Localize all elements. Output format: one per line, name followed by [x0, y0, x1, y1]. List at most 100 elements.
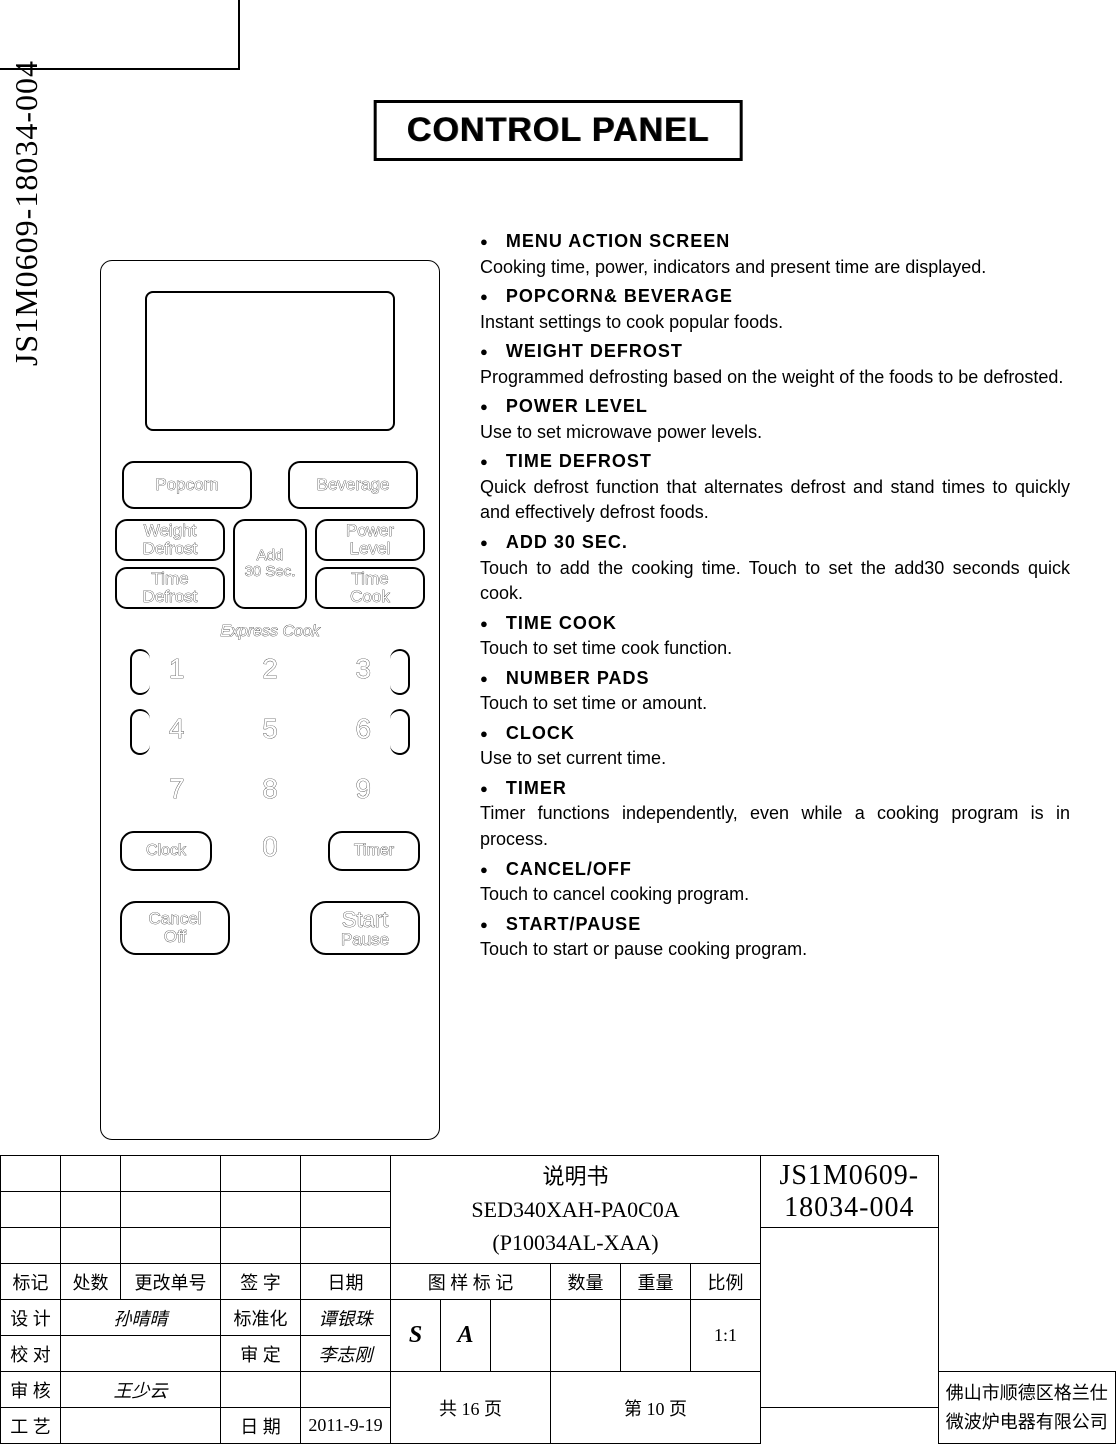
p-weight-defrost: Programmed defrosting based on the weigh…	[480, 365, 1070, 391]
th-chushu: 处数	[61, 1264, 121, 1300]
key-5[interactable]: 5	[250, 713, 290, 753]
p-time-defrost: Quick defrost function that alternates d…	[480, 475, 1070, 526]
val-ratio: 1:1	[691, 1300, 761, 1372]
weight-defrost-button[interactable]: Weight Defrost	[115, 519, 225, 561]
key-8[interactable]: 8	[250, 773, 290, 813]
h-start-pause: START/PAUSE	[506, 914, 641, 934]
th-genggai: 更改单号	[121, 1264, 221, 1300]
p-add-30: Touch to add the cooking time. Touch to …	[480, 556, 1070, 607]
h-time-defrost: TIME DEFROST	[506, 451, 652, 471]
lbl-sheji: 设 计	[1, 1300, 61, 1336]
key-6[interactable]: 6	[343, 713, 383, 753]
val-shending: 李志刚	[301, 1336, 391, 1372]
h-weight-defrost: WEIGHT DEFROST	[506, 341, 683, 361]
h-number-pads: NUMBER PADS	[506, 668, 650, 688]
weight-time-defrost-stack: Weight Defrost Time Defrost	[115, 519, 225, 609]
sec-timer: TIMER	[480, 776, 1070, 802]
numpad-row-456: 4 5 6	[130, 709, 410, 755]
th-zhongliang: 重量	[621, 1264, 691, 1300]
weight-defrost-l2: Defrost	[143, 540, 198, 558]
sec-weight-defrost: WEIGHT DEFROST	[480, 339, 1070, 365]
p-start-pause: Touch to start or pause cooking program.	[480, 937, 1070, 963]
clock-label: Clock	[146, 843, 186, 860]
h-menu-action: MENU ACTION SCREEN	[506, 231, 730, 251]
p-number-pads: Touch to set time or amount.	[480, 691, 1070, 717]
company-l1: 佛山市顺德区格兰仕	[945, 1379, 1109, 1408]
th-tuyang: 图 样 标 记	[391, 1264, 551, 1300]
beverage-button[interactable]: Beverage	[288, 461, 418, 509]
key-9[interactable]: 9	[343, 773, 383, 813]
p-time-cook: Touch to set time cook function.	[480, 636, 1070, 662]
key-1[interactable]: 1	[157, 653, 197, 693]
timer-label: Timer	[354, 843, 394, 860]
key-4[interactable]: 4	[157, 713, 197, 753]
numpad-row-789: 7 8 9	[130, 773, 410, 813]
key-7[interactable]: 7	[157, 773, 197, 813]
time-cook-l2: Cook	[350, 588, 390, 606]
sec-number-pads: NUMBER PADS	[480, 666, 1070, 692]
lbl-shenhe: 审 核	[1, 1372, 61, 1408]
lbl-jiaodui: 校 对	[1, 1336, 61, 1372]
description-column: MENU ACTION SCREEN Cooking time, power, …	[480, 225, 1070, 963]
express-cook-bracket: 1 2 3	[130, 649, 410, 695]
add-30-sec-button[interactable]: Add 30 Sec.	[233, 519, 307, 609]
sec-clock: CLOCK	[480, 721, 1070, 747]
company-cell: 佛山市顺德区格兰仕 微波炉电器有限公司	[938, 1372, 1115, 1444]
key-0[interactable]: 0	[250, 831, 290, 871]
th-shuliang: 数量	[551, 1264, 621, 1300]
start-pause-button[interactable]: Start Pause	[310, 901, 420, 955]
timer-button[interactable]: Timer	[328, 831, 420, 871]
row-defrost-power: Weight Defrost Time Defrost Add 30 Sec. …	[115, 519, 425, 609]
val-sheji: 孙晴晴	[61, 1300, 221, 1336]
tb-code: JS1M0609-18034-004	[779, 1160, 919, 1223]
sec-power-level: POWER LEVEL	[480, 394, 1070, 420]
time-cook-button[interactable]: Time Cook	[315, 567, 425, 609]
start-l1: Start	[342, 908, 388, 931]
clock-button[interactable]: Clock	[120, 831, 212, 871]
beverage-label: Beverage	[317, 476, 390, 494]
sec-cancel-off: CANCEL/OFF	[480, 857, 1070, 883]
popcorn-button[interactable]: Popcorn	[122, 461, 252, 509]
tb-model1: SED340XAH-PA0C0A	[397, 1193, 754, 1226]
power-level-button[interactable]: Power Level	[315, 519, 425, 561]
th-qianzi: 签 字	[221, 1264, 301, 1300]
tb-model-cell: 说明书 SED340XAH-PA0C0A (P10034AL-XAA)	[391, 1156, 761, 1264]
time-defrost-l1: Time	[151, 570, 188, 588]
h-power-level: POWER LEVEL	[506, 396, 648, 416]
p-cancel-off: Touch to cancel cooking program.	[480, 882, 1070, 908]
lcd-screen	[145, 291, 395, 431]
popcorn-label: Popcorn	[155, 476, 218, 494]
val-riqi: 2011-9-19	[301, 1408, 391, 1444]
key-3[interactable]: 3	[343, 653, 383, 693]
sec-time-cook: TIME COOK	[480, 611, 1070, 637]
row-popcorn-beverage: Popcorn Beverage	[115, 461, 425, 509]
val-biaozhun: 谭银珠	[301, 1300, 391, 1336]
tb-code-cell: JS1M0609-18034-004	[761, 1156, 938, 1228]
key-2[interactable]: 2	[250, 653, 290, 693]
add30-l1: Add	[257, 548, 284, 564]
time-defrost-button[interactable]: Time Defrost	[115, 567, 225, 609]
sec-start-pause: START/PAUSE	[480, 912, 1070, 938]
p-popcorn-beverage: Instant settings to cook popular foods.	[480, 310, 1070, 336]
title-box: CONTROL PANEL	[374, 100, 743, 161]
cancel-l2: Off	[164, 928, 186, 946]
cancel-l1: Cancel	[149, 910, 202, 928]
weight-defrost-l1: Weight	[144, 522, 197, 540]
cancel-off-button[interactable]: Cancel Off	[120, 901, 230, 955]
sec-time-defrost: TIME DEFROST	[480, 449, 1070, 475]
th-bili: 比例	[691, 1264, 761, 1300]
page-title: CONTROL PANEL	[407, 111, 710, 150]
p-clock: Use to set current time.	[480, 746, 1070, 772]
p-power-level: Use to set microwave power levels.	[480, 420, 1070, 446]
sec-popcorn-beverage: POPCORN& BEVERAGE	[480, 284, 1070, 310]
time-defrost-l2: Defrost	[143, 588, 198, 606]
time-cook-l1: Time	[351, 570, 388, 588]
start-l2: Pause	[341, 931, 389, 949]
h-time-cook: TIME COOK	[506, 613, 617, 633]
val-s: S	[391, 1300, 441, 1372]
title-block-table: 说明书 SED340XAH-PA0C0A (P10034AL-XAA) JS1M…	[0, 1155, 1116, 1444]
side-document-code: JS1M0609-18034-004	[8, 60, 45, 366]
power-level-l1: Power	[346, 522, 394, 540]
th-biaoji: 标记	[1, 1264, 61, 1300]
row-cancel-start: Cancel Off Start Pause	[120, 901, 420, 955]
